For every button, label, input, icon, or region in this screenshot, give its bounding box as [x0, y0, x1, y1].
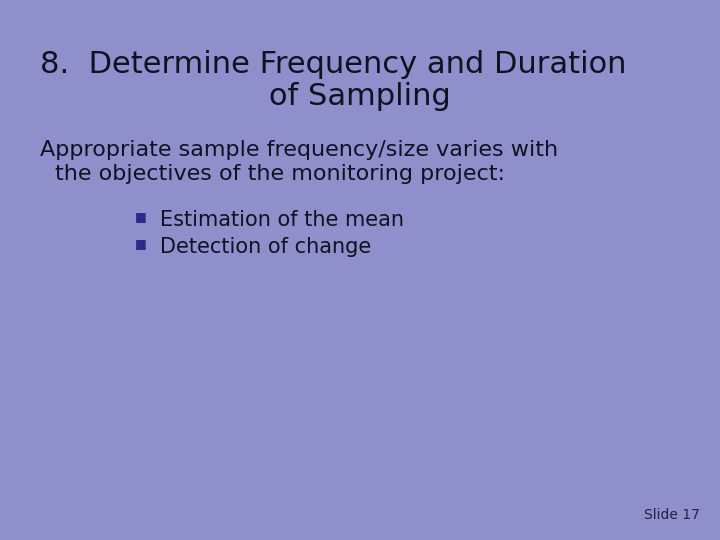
- Text: ■: ■: [135, 210, 147, 223]
- Text: the objectives of the monitoring project:: the objectives of the monitoring project…: [55, 164, 505, 184]
- Text: of Sampling: of Sampling: [269, 82, 451, 111]
- Text: Appropriate sample frequency/size varies with: Appropriate sample frequency/size varies…: [40, 140, 558, 160]
- Text: Estimation of the mean: Estimation of the mean: [160, 210, 404, 230]
- Text: ■: ■: [135, 237, 147, 250]
- Text: 8.  Determine Frequency and Duration: 8. Determine Frequency and Duration: [40, 50, 626, 79]
- Text: Slide 17: Slide 17: [644, 508, 700, 522]
- Text: Detection of change: Detection of change: [160, 237, 372, 257]
